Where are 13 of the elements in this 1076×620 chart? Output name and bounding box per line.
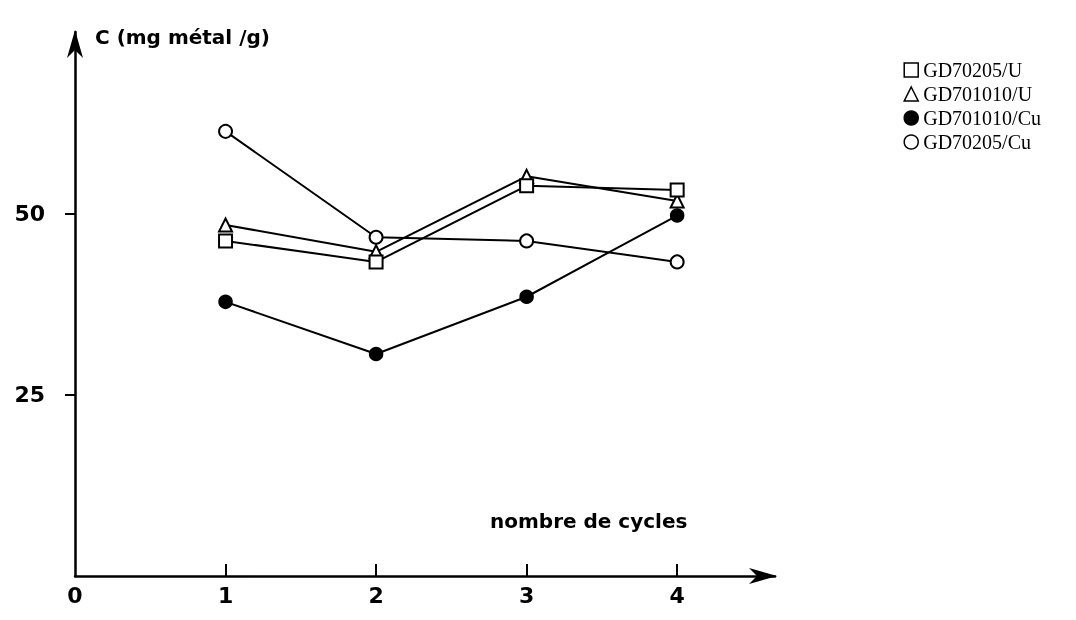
y-tick-label: 25 [14,382,45,408]
x-tick-label: 2 [368,582,384,608]
legend-label: GD70205/U [923,59,1023,81]
x-tick-label: 4 [669,582,685,608]
x-tick-label: 0 [67,582,83,608]
legend-label: GD701010/Cu [923,107,1042,129]
y-tick-label: 50 [14,200,45,226]
x-axis-title: nombre de cycles [490,509,688,533]
legend-label: GD70205/Cu [923,131,1032,153]
legend-label: GD701010/U [923,83,1033,105]
x-tick-label: 1 [217,582,234,608]
y-axis-title: C (mg métal /g) [95,25,270,49]
x-tick-label: 3 [518,582,535,608]
